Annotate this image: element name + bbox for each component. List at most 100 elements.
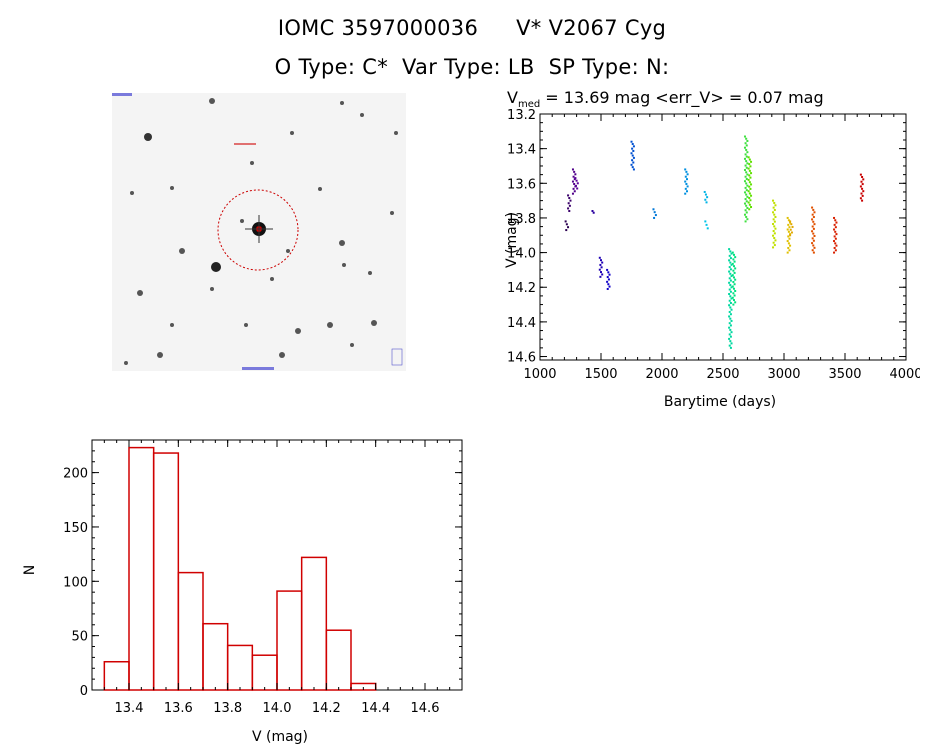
- lc-point: [747, 178, 750, 181]
- lc-point: [684, 192, 687, 195]
- lc-point: [684, 168, 687, 171]
- lc-point: [600, 259, 602, 262]
- lc-point: [606, 280, 609, 283]
- lc-plot-frame: [539, 113, 907, 361]
- lc-point: [744, 186, 747, 189]
- lc-point: [731, 251, 734, 254]
- lc-point: [746, 151, 749, 154]
- lc-point: [746, 139, 749, 142]
- lc-point: [859, 173, 862, 176]
- lc-point: [598, 268, 601, 271]
- magnitude-histogram: 13.4 13.6 13.8 14.0 14.2 14.4 14.6 0 50 100 150 200…: [22, 439, 463, 745]
- hist-bar: [103, 660, 130, 691]
- lc-point: [789, 244, 792, 247]
- lc-ytick-label: 14.6: [507, 351, 536, 366]
- lc-point: [730, 308, 733, 311]
- lc-point: [743, 135, 746, 138]
- lc-point: [732, 276, 735, 279]
- lc-point: [750, 172, 753, 175]
- lc-point: [789, 228, 792, 231]
- lc-point: [607, 271, 610, 274]
- lc-point: [567, 226, 570, 229]
- lc-point: [861, 183, 864, 186]
- lc-point: [730, 319, 733, 322]
- lc-point: [631, 154, 634, 157]
- lc-point: [772, 241, 775, 244]
- lc-point: [705, 223, 708, 226]
- lc-point: [746, 184, 749, 187]
- lc-point: [772, 211, 775, 214]
- target-star: [245, 215, 273, 243]
- lc-point: [774, 204, 777, 207]
- lc-point: [728, 326, 731, 329]
- lc-point: [730, 342, 733, 345]
- lc-point: [728, 322, 731, 325]
- lc-point: [811, 230, 814, 233]
- lc-point: [607, 278, 610, 281]
- lc-point: [728, 333, 731, 336]
- hist-ytick-label: 50: [71, 630, 88, 645]
- lc-point: [686, 190, 688, 193]
- lc-point: [567, 194, 570, 197]
- lc-point: [750, 183, 753, 186]
- lc-ytick-label: 14.0: [507, 247, 536, 262]
- lc-point: [772, 246, 775, 249]
- lc-point: [684, 180, 687, 183]
- lc-point: [788, 226, 791, 229]
- lc-title: Vmed = 13.69 mag <err_V> = 0.07 mag: [507, 88, 824, 110]
- lc-point: [734, 256, 737, 259]
- lc-point: [728, 337, 731, 340]
- lc-point: [772, 230, 775, 233]
- lc-title-sub: med: [518, 99, 540, 110]
- lc-point: [732, 299, 735, 302]
- hist-bar: [251, 654, 278, 691]
- lc-point: [729, 295, 732, 298]
- lc-point: [750, 194, 753, 197]
- hist-bar: [300, 556, 328, 691]
- lc-ytick-label: 14.4: [507, 316, 536, 331]
- lc-point: [745, 211, 748, 214]
- lc-point: [630, 152, 633, 155]
- lc-point: [630, 140, 633, 143]
- lc-point: [787, 219, 790, 222]
- lc-point: [730, 263, 733, 266]
- target-circle: [217, 189, 299, 271]
- lc-point: [861, 187, 864, 190]
- lc-point: [772, 218, 775, 221]
- lc-point: [834, 249, 837, 252]
- hist-xtick-label: 14.2: [312, 701, 341, 716]
- lc-point: [630, 163, 633, 166]
- lc-point: [811, 218, 814, 221]
- lc-point: [732, 258, 735, 261]
- lc-xtick-label: 3000: [767, 367, 800, 382]
- lc-point: [812, 216, 815, 219]
- lc-point: [728, 304, 731, 307]
- lc-point: [744, 153, 747, 156]
- lc-point: [786, 216, 789, 219]
- lc-point: [744, 142, 747, 145]
- lc-point: [811, 242, 814, 245]
- lc-xtick-label: 3500: [828, 367, 861, 382]
- lc-point: [833, 216, 836, 219]
- hist-bar: [128, 446, 155, 691]
- lc-point: [745, 200, 748, 203]
- lc-xtick-label: 4000: [889, 367, 920, 382]
- lc-point: [745, 182, 748, 185]
- lc-point: [786, 240, 789, 243]
- lc-point: [631, 143, 634, 146]
- lc-point: [730, 252, 733, 255]
- lc-point: [728, 266, 731, 269]
- lc-point: [729, 328, 732, 331]
- lc-title-rest: = 13.69 mag <err_V> = 0.07 mag: [540, 88, 823, 108]
- lc-point: [730, 297, 733, 300]
- lc-point: [773, 201, 776, 204]
- lc-point: [744, 220, 747, 223]
- lc-point: [728, 299, 731, 302]
- lc-point: [772, 199, 775, 202]
- lc-point: [745, 160, 748, 163]
- lc-point: [576, 187, 579, 190]
- object-name: V* V2067 Cyg: [516, 16, 667, 40]
- lc-point: [743, 180, 746, 183]
- lc-ytick-label: 13.8: [507, 212, 536, 227]
- lc-point: [729, 313, 732, 316]
